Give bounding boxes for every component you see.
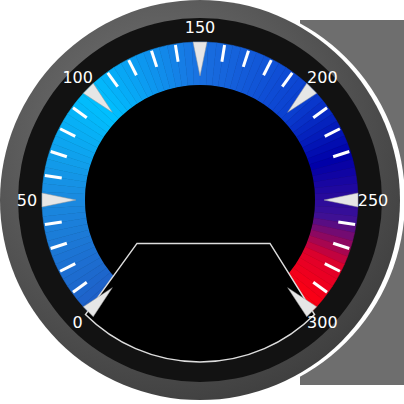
svg-text:100: 100 (62, 68, 93, 87)
svg-text:300: 300 (307, 313, 338, 332)
svg-text:50: 50 (17, 191, 37, 210)
svg-text:200: 200 (307, 68, 338, 87)
svg-text:0: 0 (73, 313, 83, 332)
svg-text:250: 250 (358, 191, 389, 210)
svg-text:150: 150 (185, 18, 216, 37)
